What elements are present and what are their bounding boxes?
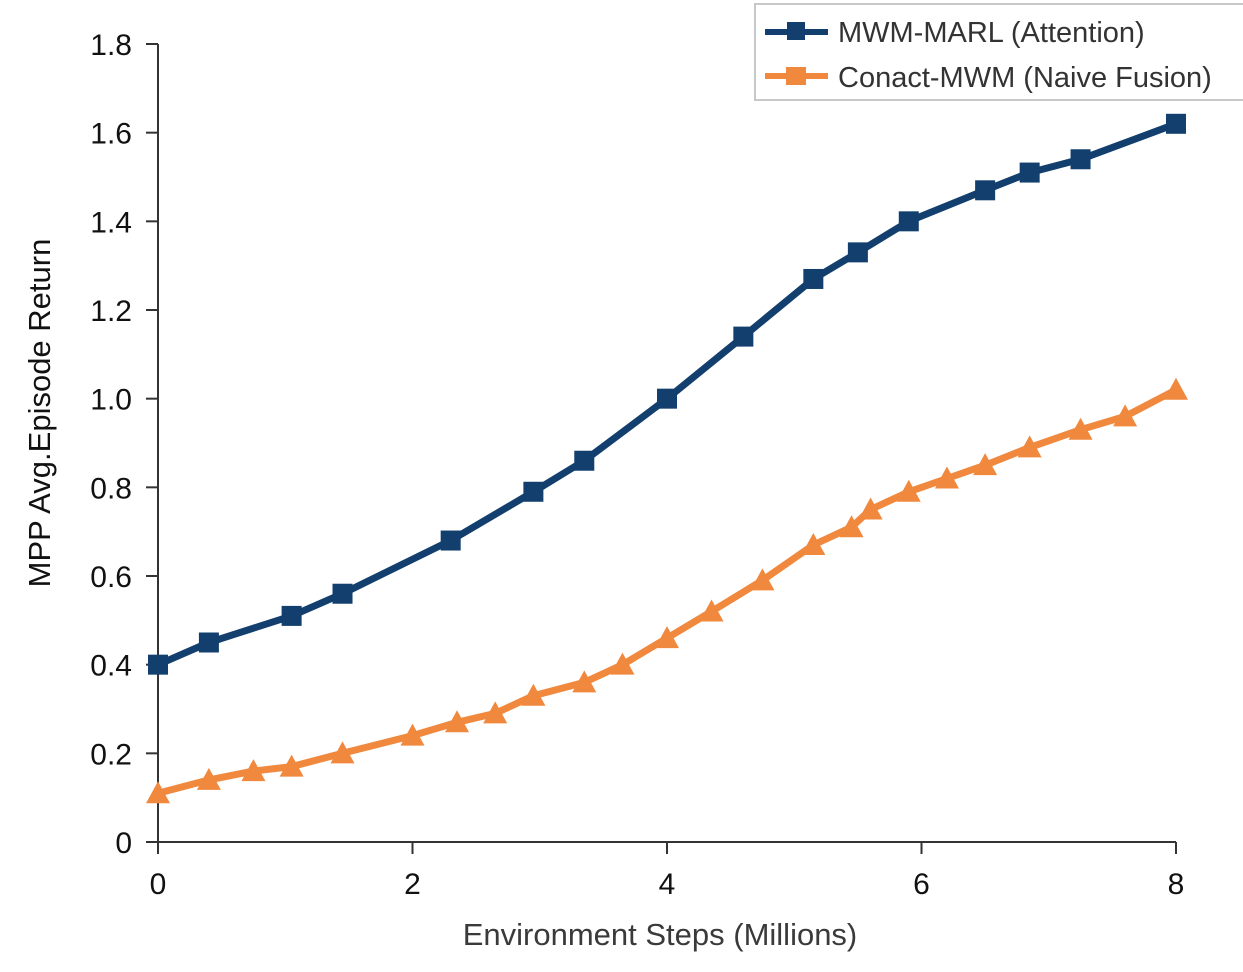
y-tick-label: 1.4 — [90, 206, 132, 239]
data-point-triangle — [521, 683, 546, 706]
data-point-square — [1019, 162, 1040, 183]
data-point-square — [733, 326, 754, 347]
data-point-square — [847, 242, 868, 263]
y-tick-label: 1.8 — [90, 29, 132, 62]
x-tick-label: 4 — [659, 868, 676, 901]
y-tick-label: 0.4 — [90, 650, 132, 683]
data-point-square — [1070, 149, 1091, 170]
data-point-triangle — [801, 532, 826, 555]
legend-label-conact-mwm: Conact-MWM (Naive Fusion) — [838, 62, 1212, 94]
data-point-triangle — [699, 599, 724, 622]
y-tick-label: 1.0 — [90, 384, 132, 417]
data-point-triangle — [1068, 417, 1093, 440]
data-point-square — [281, 605, 302, 626]
data-point-triangle — [279, 754, 304, 777]
data-point-triangle — [750, 568, 775, 591]
data-point-triangle — [896, 479, 921, 502]
data-point-triangle — [196, 767, 221, 790]
data-point-triangle — [1164, 377, 1188, 400]
series-lines — [154, 120, 1180, 797]
y-tick-label: 0.8 — [90, 472, 132, 505]
data-point-triangle — [934, 466, 959, 489]
x-ticks: 0 2 4 6 8 — [150, 842, 1185, 901]
data-point-square — [198, 632, 219, 653]
data-point-triangle — [330, 741, 355, 764]
x-axis-label: Environment Steps (Millions) — [463, 917, 858, 952]
x-tick-label: 8 — [1168, 868, 1185, 901]
data-point-triangle — [839, 515, 864, 538]
data-point-square — [803, 268, 824, 289]
data-point-triangle — [1017, 435, 1042, 458]
data-point-square — [657, 388, 677, 409]
data-point-square — [332, 583, 353, 604]
data-point-square — [898, 211, 919, 232]
x-tick-label: 0 — [150, 868, 167, 901]
data-point-square — [523, 481, 544, 502]
data-point-triangle — [483, 701, 508, 724]
legend: MWM-MARL (Attention) Conact-MWM (Naive F… — [754, 3, 1243, 101]
x-tick-label: 2 — [404, 868, 421, 901]
y-tick-label: 0.2 — [90, 738, 132, 771]
data-point-square — [1166, 113, 1186, 134]
y-ticks: 0 0.2 0.4 0.6 0.8 1.0 1.2 1.4 1.6 1.8 — [90, 29, 158, 860]
data-point-triangle — [610, 652, 635, 675]
data-point-triangle — [973, 453, 998, 476]
legend-label-mwm-marl: MWM-MARL (Attention) — [838, 17, 1145, 49]
legend-box — [754, 3, 1243, 101]
data-point-triangle — [241, 759, 266, 782]
data-point-triangle — [858, 497, 883, 520]
series-markers — [146, 113, 1188, 804]
data-point-triangle — [655, 626, 679, 649]
data-point-triangle — [445, 710, 470, 733]
data-point-triangle — [400, 723, 425, 746]
data-point-triangle — [572, 670, 597, 693]
data-point-square — [574, 450, 595, 471]
legend-orange-marker — [786, 67, 806, 85]
series-line-1 — [154, 386, 1180, 797]
y-tick-label: 1.2 — [90, 295, 132, 328]
y-tick-label: 0.6 — [90, 561, 132, 594]
x-tick-label: 6 — [913, 868, 930, 901]
data-point-square — [148, 654, 168, 675]
y-axis-label: MPP Avg.Episode Return — [22, 239, 57, 588]
data-point-triangle — [146, 781, 170, 804]
legend-square-marker — [787, 22, 805, 40]
data-point-triangle — [1113, 404, 1138, 427]
y-tick-label: 0 — [115, 827, 132, 860]
y-tick-label: 1.6 — [90, 118, 132, 151]
series-line-0 — [154, 120, 1180, 669]
data-point-square — [440, 530, 461, 551]
data-point-square — [975, 180, 996, 201]
